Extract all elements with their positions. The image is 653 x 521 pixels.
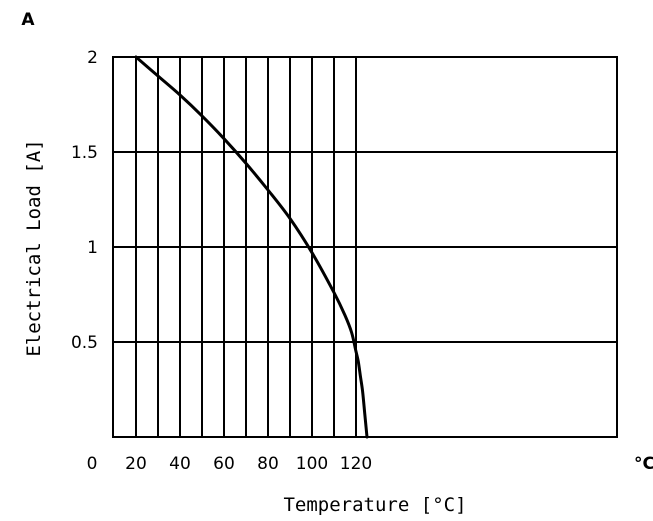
x-axis-title: Temperature [°C] bbox=[283, 494, 466, 516]
y-tick-labels: 0.5 1 1.5 2 bbox=[71, 48, 98, 353]
y-tick-label: 1.5 bbox=[71, 143, 98, 163]
x-unit-label: °C bbox=[634, 454, 653, 474]
x-tick-label: 60 bbox=[213, 454, 235, 474]
y-tick-label: 0.5 bbox=[71, 333, 98, 353]
x-tick-label: 20 bbox=[125, 454, 147, 474]
plot-frame bbox=[112, 56, 618, 438]
series-line bbox=[134, 55, 369, 439]
x-tick-label: 80 bbox=[257, 454, 279, 474]
x-tick-label: 100 bbox=[296, 454, 328, 474]
y-tick-label: 1 bbox=[87, 238, 98, 258]
grid bbox=[113, 56, 617, 437]
y-axis-title: Electrical Load [A] bbox=[23, 139, 45, 356]
x-tick-label: 120 bbox=[340, 454, 372, 474]
x-tick-label: 40 bbox=[169, 454, 191, 474]
x-tick-label: 0 bbox=[87, 454, 98, 474]
y-unit-label: A bbox=[21, 10, 35, 30]
x-tick-labels: 0 20 40 60 80 100 120 bbox=[87, 454, 373, 474]
y-tick-label: 2 bbox=[87, 48, 98, 68]
series-layer bbox=[134, 55, 369, 439]
